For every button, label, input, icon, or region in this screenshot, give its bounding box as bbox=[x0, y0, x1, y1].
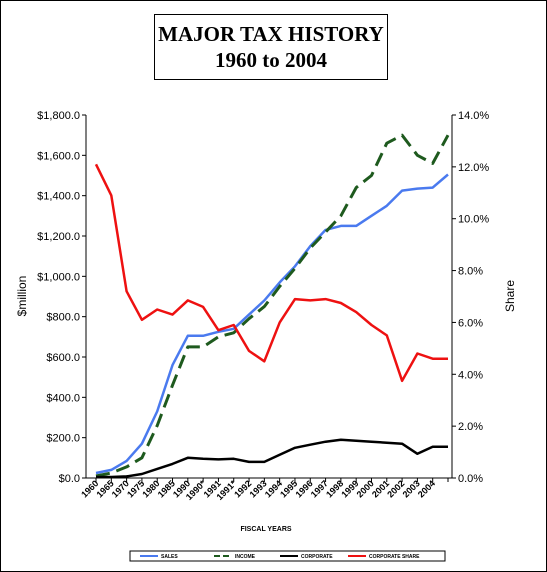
left-tick-label: $1,600.0 bbox=[37, 150, 80, 162]
right-axis-label: Share bbox=[503, 280, 517, 312]
left-tick-label: $1,200.0 bbox=[37, 231, 80, 243]
right-tick-label: 4.0% bbox=[458, 369, 483, 381]
right-tick-label: 8.0% bbox=[458, 266, 483, 278]
chart-title-line1: MAJOR TAX HISTORY bbox=[158, 22, 384, 46]
right-tick-label: 12.0% bbox=[458, 162, 489, 174]
chart-lines bbox=[94, 133, 450, 479]
right-tick-label: 10.0% bbox=[458, 214, 489, 226]
series-line bbox=[95, 133, 450, 478]
left-tick-label: $1,400.0 bbox=[37, 191, 80, 203]
series-line bbox=[96, 438, 448, 479]
left-tick-label: $800.0 bbox=[46, 312, 80, 324]
right-tick-label: 14.0% bbox=[458, 110, 489, 122]
series-line bbox=[95, 173, 449, 475]
right-tick-label: 6.0% bbox=[458, 317, 483, 329]
left-axis-label: $million bbox=[15, 276, 29, 317]
left-tick-label: $1,800.0 bbox=[37, 110, 80, 122]
x-tick-label: 2004 bbox=[416, 478, 437, 499]
legend-label: CORPORATE bbox=[301, 554, 333, 560]
right-tick-label: 0.0% bbox=[458, 473, 483, 485]
legend-label: SALES bbox=[161, 554, 178, 560]
legend-label: CORPORATE SHARE bbox=[369, 554, 420, 560]
left-tick-label: $200.0 bbox=[46, 433, 80, 445]
series-line bbox=[94, 163, 448, 383]
x-axis-label: FISCAL YEARS bbox=[240, 526, 291, 533]
legend: SALES INCOME CORPORATE CORPORATE SHARE bbox=[140, 554, 420, 560]
legend-label: INCOME bbox=[235, 554, 256, 560]
chart-title-box: MAJOR TAX HISTORY 1960 to 2004 bbox=[154, 14, 388, 80]
left-tick-label: $1,000.0 bbox=[37, 271, 80, 283]
chart-title-line2: 1960 to 2004 bbox=[215, 48, 327, 72]
left-tick-label: $0.0 bbox=[59, 473, 80, 485]
left-tick-label: $600.0 bbox=[46, 352, 80, 364]
left-tick-label: $400.0 bbox=[46, 392, 80, 404]
right-tick-label: 2.0% bbox=[458, 421, 483, 433]
